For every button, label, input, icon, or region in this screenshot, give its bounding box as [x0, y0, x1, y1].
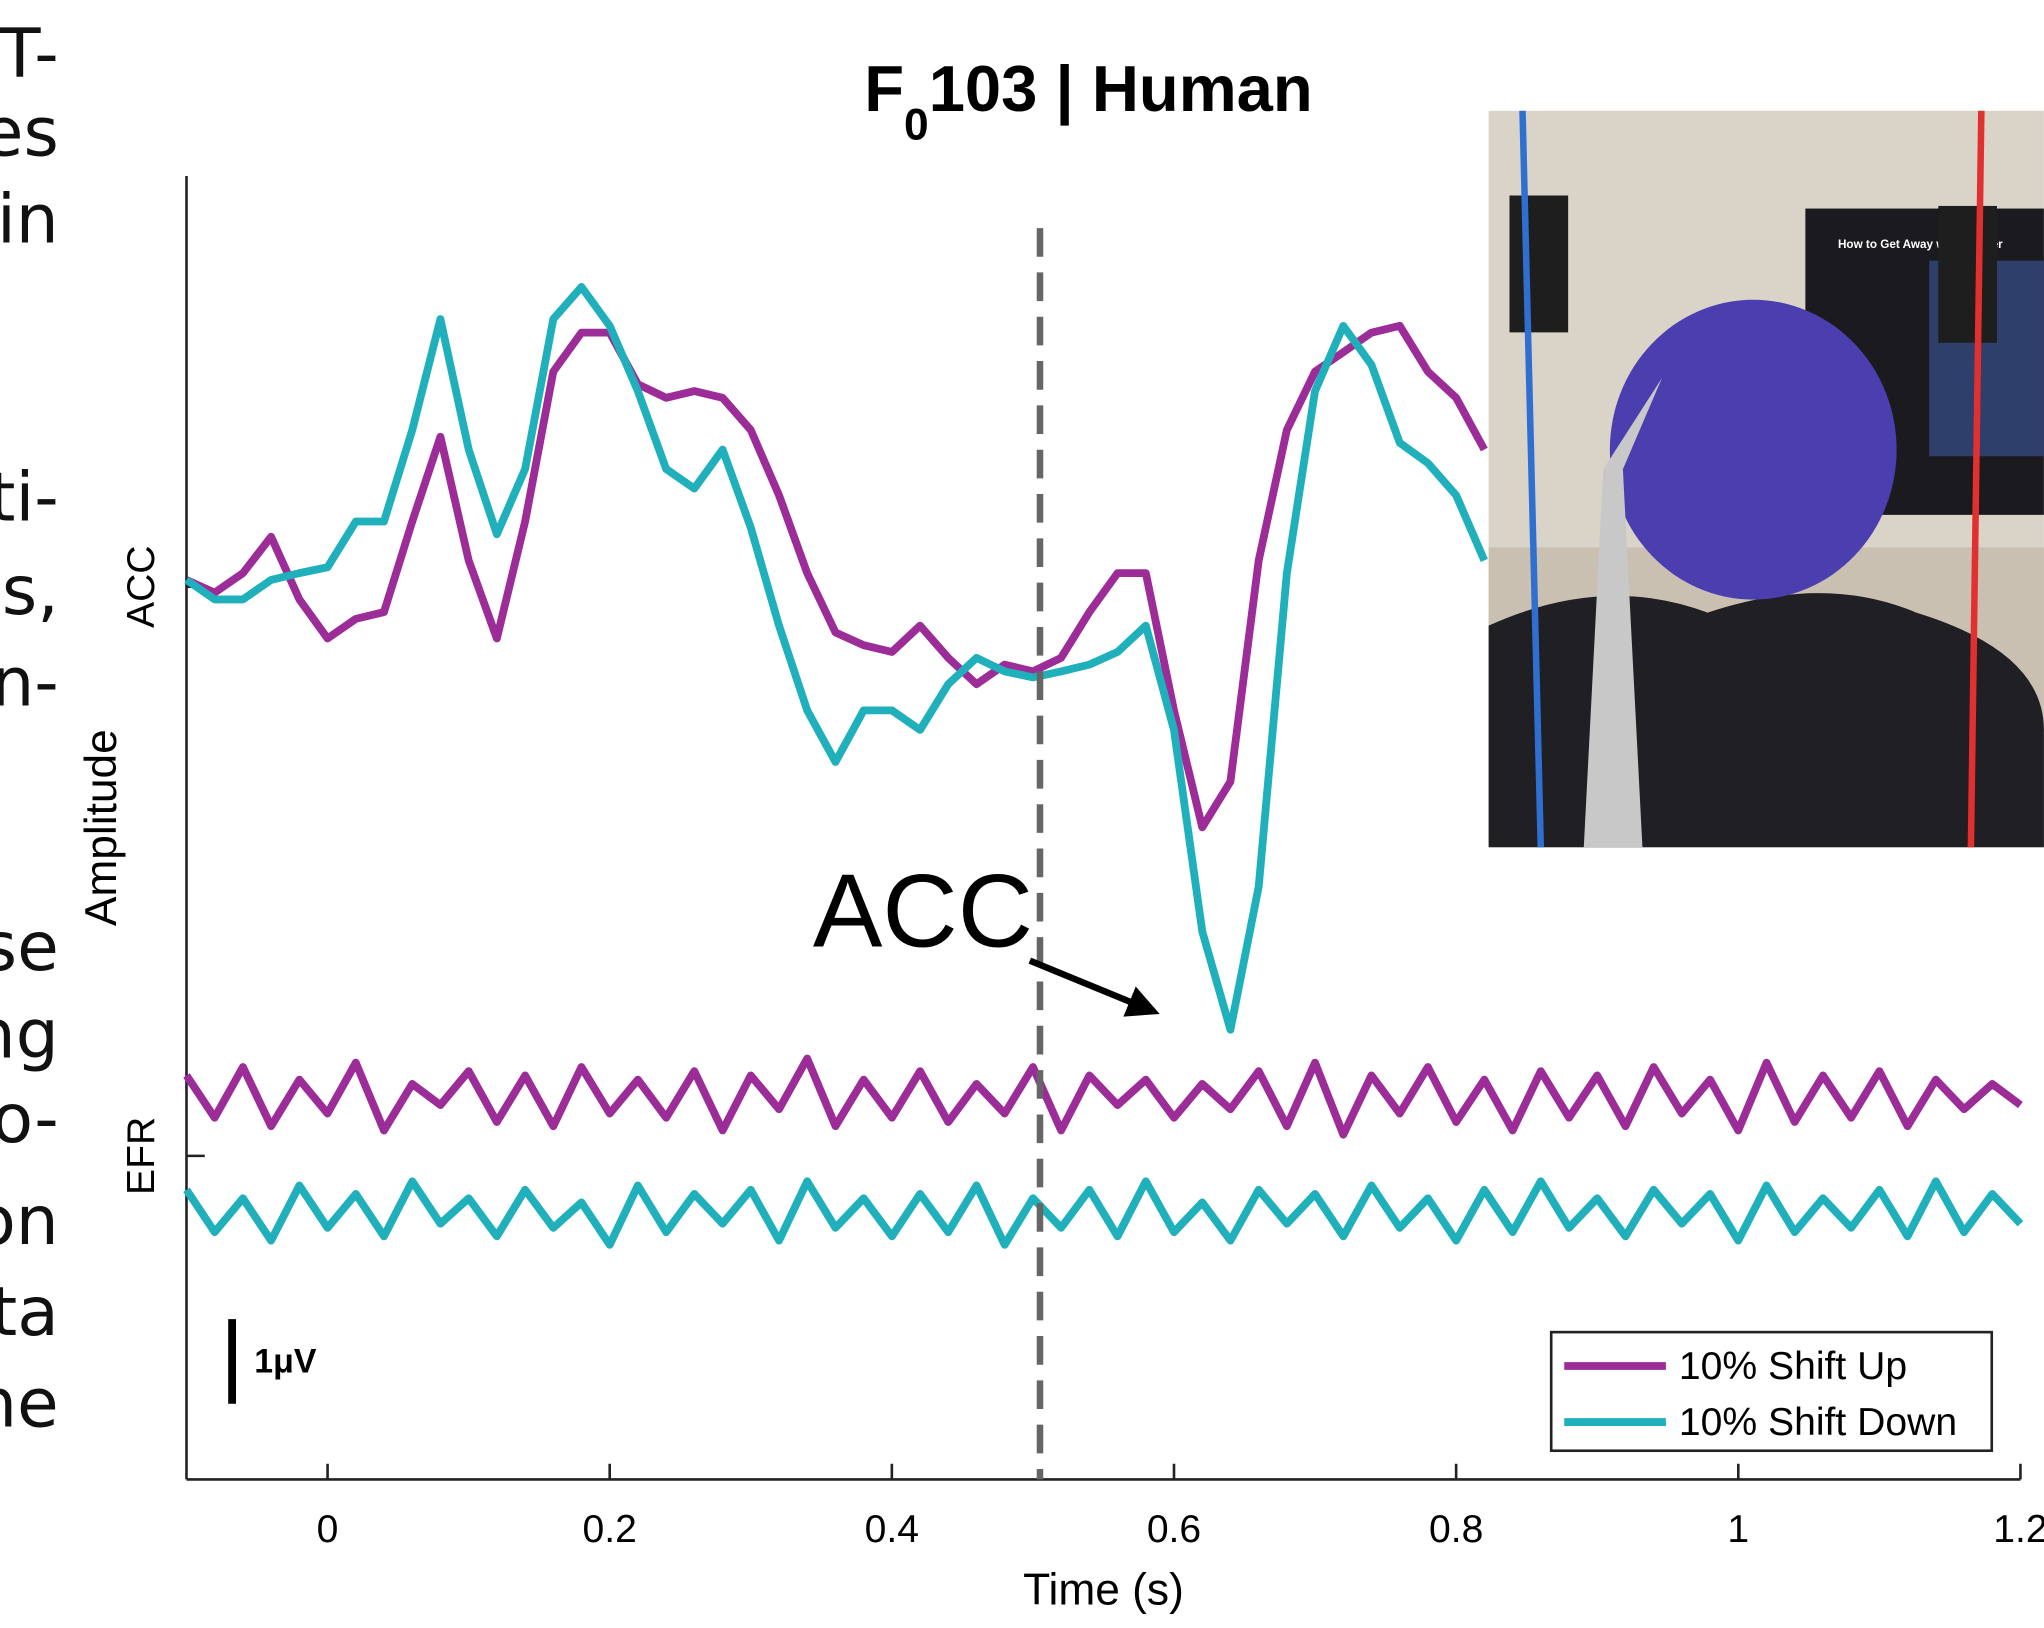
annotation-arrow: [1028, 957, 1160, 1017]
annotation: ACC: [813, 853, 1033, 969]
legend-label: 10% Shift Up: [1679, 1345, 1907, 1388]
x-axis-label: Time (s): [1023, 1566, 1184, 1615]
legend: 10% Shift Up 10% Shift Down: [1549, 1330, 1994, 1453]
photo-cable-bundle: [1583, 377, 1662, 848]
side-text-line: n-: [0, 642, 59, 721]
legend-label: 10% Shift Down: [1679, 1401, 1957, 1444]
side-text-line: ne: [0, 1363, 59, 1442]
x-tick-label: 0.2: [583, 1508, 637, 1551]
y-tick-label: EFR: [120, 1117, 163, 1195]
title-part: F: [864, 52, 904, 125]
legend-box: [1549, 1330, 1994, 1453]
side-text-line: o-: [0, 1079, 59, 1158]
x-tick-label: 1: [1727, 1508, 1749, 1551]
side-text-line: ng: [0, 994, 59, 1073]
acc-line: [184, 282, 1488, 1034]
side-text-line: in: [0, 180, 59, 259]
side-text-line: es,: [0, 551, 59, 630]
y-tick-label: ACC: [120, 545, 163, 628]
x-tick-label: 0.4: [865, 1508, 919, 1551]
photo: How to Get Away with Murder: [1488, 110, 2044, 848]
title-part: 103 | Human: [929, 52, 1313, 126]
photo-amp-right: [1938, 205, 1997, 343]
x-tick-label: 0.8: [1429, 1508, 1483, 1551]
side-text-line: T-: [0, 14, 59, 93]
x-tick-label: 0.6: [1147, 1508, 1201, 1551]
title-subscript: 0: [904, 100, 929, 149]
scale-bar-label: 1μV: [254, 1342, 317, 1380]
photo-amp-left: [1509, 195, 1569, 333]
photo-cap: [1609, 299, 1897, 600]
x-tick-label: 1.2: [1993, 1508, 2044, 1551]
efr-line: [183, 1054, 2023, 1139]
side-text: T-es in ti-es, n-se ngo-on ta ne: [0, 14, 59, 1442]
chart-title: F0103 | Human: [864, 52, 1312, 149]
plot: 0 0.2 0.4 0.6 0.8 1 1.2 EFR ACC Time (s) Amplitude…: [77, 175, 2044, 1615]
side-text-line: es: [0, 92, 59, 171]
y-axis-label: Amplitude: [77, 729, 126, 926]
efr-line: [183, 1177, 2024, 1249]
side-text-line: ti-: [0, 457, 59, 536]
side-text-line: on: [0, 1181, 59, 1260]
x-tick-label: 0: [317, 1508, 339, 1551]
photo-cable-red: [1967, 110, 1985, 848]
side-text-line: ta: [0, 1272, 59, 1351]
acc-line: [184, 321, 1488, 832]
photo-cable-blue: [1519, 110, 1545, 848]
side-text-line: se: [0, 907, 59, 986]
photo-body: [1488, 593, 2044, 848]
